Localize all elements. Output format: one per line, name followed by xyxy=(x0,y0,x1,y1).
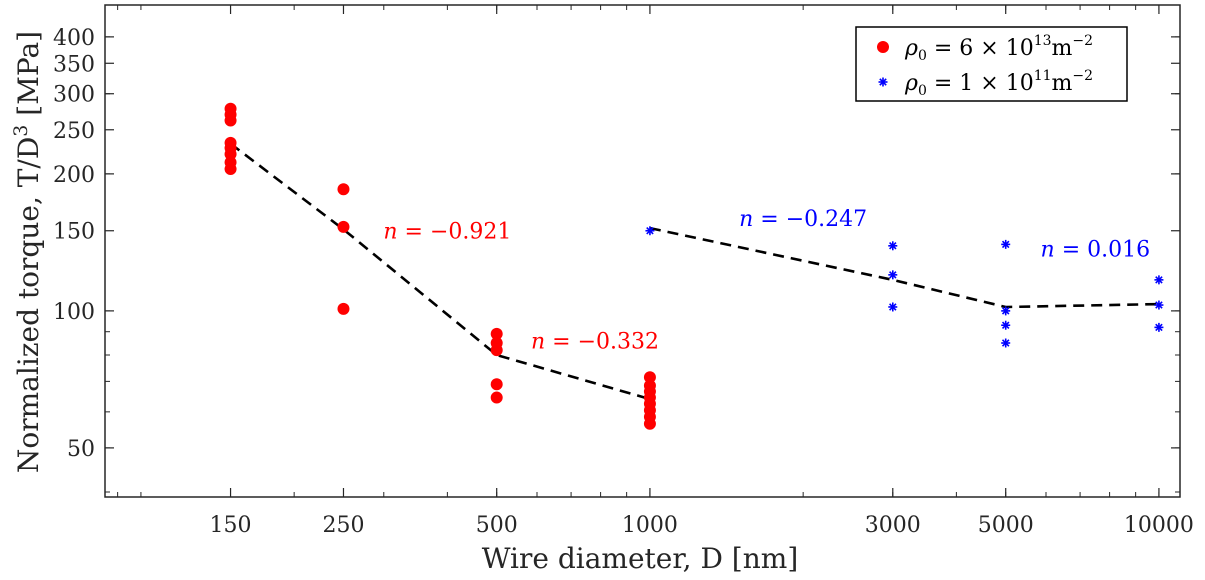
series-2-point xyxy=(1154,322,1164,332)
legend-marker-series-2 xyxy=(878,77,888,87)
series-2-point xyxy=(645,226,655,236)
slope-annotation: n = −0.921 xyxy=(383,220,511,245)
fit-line-2 xyxy=(649,226,1159,309)
series-2-point xyxy=(1001,239,1011,249)
y-tick-label: 50 xyxy=(67,437,95,462)
series-1-point xyxy=(224,114,237,127)
y-tick-label: 100 xyxy=(53,300,95,325)
series-2-point xyxy=(888,270,898,280)
x-axis-ticks: 150 250 500 1000 3000 5000 10000 xyxy=(117,5,1194,538)
series-1-point xyxy=(490,378,503,391)
series-2-point xyxy=(888,302,898,312)
fit-line-1 xyxy=(229,142,651,401)
series-1-point xyxy=(224,148,237,161)
series-2-point xyxy=(1001,338,1011,348)
series-1-point xyxy=(490,327,503,340)
slope-annotation: n = −0.247 xyxy=(739,207,867,232)
y-tick-label: 400 xyxy=(53,26,95,51)
x-tick-label: 1000 xyxy=(622,513,678,538)
annotations: n = −0.921 n = −0.332 n = −0.247 n = 0.016 xyxy=(383,207,1150,355)
x-tick-label: 500 xyxy=(476,513,518,538)
slope-annotation: n = −0.332 xyxy=(531,330,659,355)
legend-entry-series-2: ρ0 = 1 × 1011m−2 xyxy=(904,68,1093,99)
series-1-point xyxy=(224,162,237,175)
series-1-point xyxy=(337,220,350,233)
series-2-point xyxy=(1001,320,1011,330)
series-1-point xyxy=(490,344,503,357)
legend: ρ0 = 6 × 1013m−2 ρ0 = 1 × 1011m−2 xyxy=(855,26,1128,102)
x-tick-label: 5000 xyxy=(978,513,1034,538)
series-2-point xyxy=(1154,300,1164,310)
y-tick-label: 250 xyxy=(53,119,95,144)
y-tick-label: 300 xyxy=(53,83,95,108)
series-2-point xyxy=(1001,306,1011,316)
x-tick-label: 10000 xyxy=(1124,513,1194,538)
legend-box xyxy=(855,26,1128,102)
legend-entry-series-1: ρ0 = 6 × 1013m−2 xyxy=(904,33,1093,64)
fit-lines xyxy=(229,142,1159,401)
y-tick-label: 200 xyxy=(53,163,95,188)
x-tick-label: 150 xyxy=(210,513,252,538)
x-tick-label: 3000 xyxy=(865,513,921,538)
slope-annotation: n = 0.016 xyxy=(1041,238,1151,263)
series-1-point xyxy=(643,371,656,384)
series-2-point xyxy=(1154,275,1164,285)
series-1-point xyxy=(643,417,656,430)
series-1-point xyxy=(337,302,350,315)
series-1-point xyxy=(490,391,503,404)
y-tick-label: 350 xyxy=(53,52,95,77)
legend-marker-series-1 xyxy=(877,41,889,53)
series-1-point xyxy=(337,183,350,196)
y-tick-label: 150 xyxy=(53,220,95,245)
y-axis-label: Normalized torque, T/D3 [MPa] xyxy=(10,31,45,473)
plot-frame xyxy=(104,4,1181,498)
x-tick-label: 250 xyxy=(322,513,364,538)
data-markers xyxy=(224,102,1164,430)
x-axis-label: Wire diameter, D [nm] xyxy=(482,542,799,575)
series-2-point xyxy=(888,241,898,251)
